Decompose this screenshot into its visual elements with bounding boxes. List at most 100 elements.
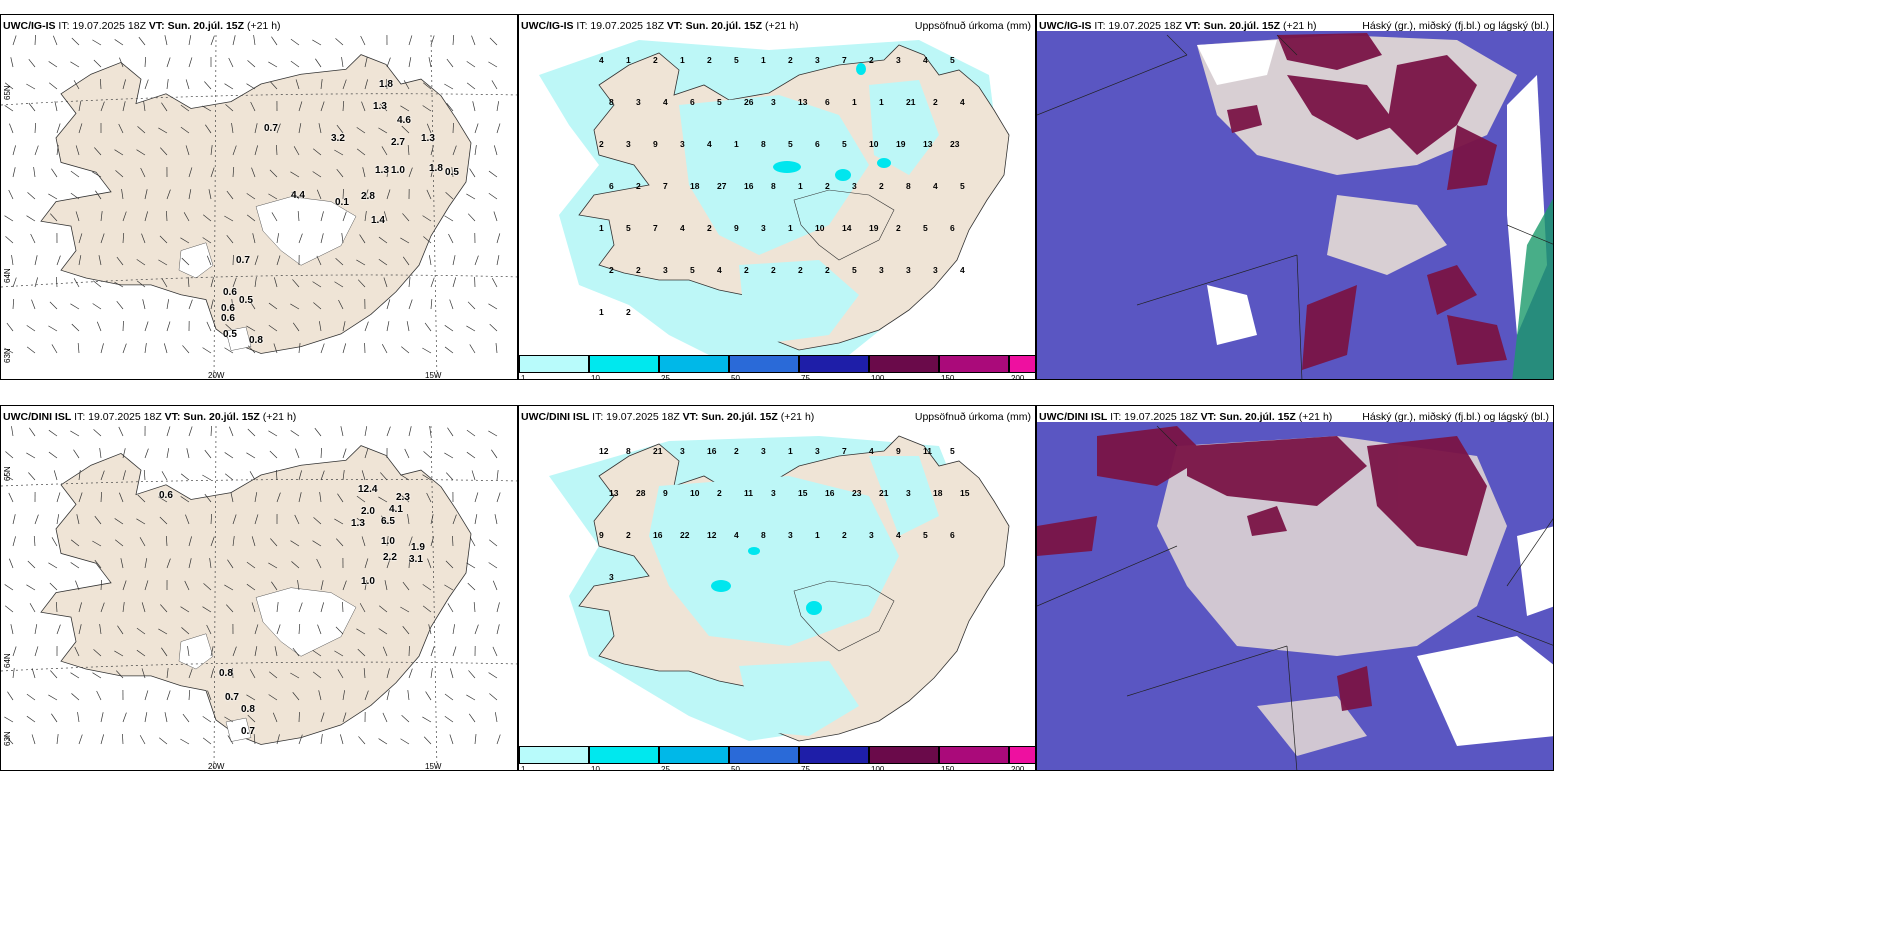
wind-barb: [298, 101, 303, 112]
wind-barb: [77, 712, 80, 723]
wind-barb: [166, 299, 170, 310]
wind-barb: [226, 234, 234, 244]
wind-barb: [444, 584, 454, 591]
wind-barb: [450, 668, 454, 679]
wind-barb: [228, 57, 234, 68]
wind-barb: [430, 299, 433, 310]
wind-barb: [269, 450, 278, 459]
wind-barb: [49, 582, 58, 591]
wind-barb: [136, 627, 146, 635]
wind-barb: [320, 470, 325, 481]
wind-barb: [430, 35, 435, 46]
panel-title: UWC/DINI ISL IT: 19.07.2025 18Z VT: Sun.…: [3, 411, 297, 423]
wind-barb: [356, 495, 366, 503]
precip-value-label: 3: [626, 139, 631, 149]
wind-barb: [290, 430, 300, 437]
wind-barb: [250, 101, 256, 112]
wind-barb: [428, 624, 432, 635]
wind-barb: [408, 299, 413, 310]
precip-value-label: 3: [609, 572, 614, 582]
wind-barb: [246, 193, 256, 200]
wind-barb: [474, 492, 479, 503]
precip-value-label: 3: [680, 446, 685, 456]
wind-barb: [364, 189, 369, 200]
wind-barb: [26, 452, 36, 459]
wind-barb: [452, 646, 457, 657]
wind-barb: [320, 712, 325, 723]
precip-value-label: 6: [950, 223, 955, 233]
wind-barb: [400, 606, 410, 613]
wind-barb: [180, 104, 190, 112]
wind-barb: [115, 170, 124, 178]
precip-value-label: 21: [653, 446, 663, 456]
precip-value-label: 8: [761, 139, 766, 149]
wind-barb: [386, 78, 388, 90]
wind-barb: [117, 625, 124, 635]
wind-barb: [9, 558, 14, 569]
wind-barb: [4, 105, 14, 112]
precip-value-label: 2: [609, 265, 614, 275]
wind-barb: [6, 736, 14, 745]
wind-barb: [298, 602, 303, 613]
cloud-title: Háský (gr.), miðský (fj.bl.) og lágský (…: [1362, 411, 1549, 423]
wind-barb: [496, 470, 499, 481]
precip-value-label: 4: [734, 530, 739, 540]
wind-barb: [320, 79, 323, 90]
precip-value-label: 9: [599, 530, 604, 540]
wind-barb: [467, 213, 476, 222]
wind-barb: [447, 427, 454, 437]
wind-barb: [474, 624, 479, 635]
wind-barb: [185, 145, 190, 156]
wind-barb: [496, 624, 500, 635]
wind-barb: [188, 426, 193, 437]
wind-barb: [116, 256, 124, 266]
lon-label: 15W: [425, 371, 442, 380]
precip-value-label: 6: [609, 181, 614, 191]
wind-barb: [320, 211, 324, 222]
cloud-map-panel-row1: UWC/IG-IS IT: 19.07.2025 18Z VT: Sun. 20…: [1036, 14, 1554, 380]
colorbar-tick-label: 25: [661, 765, 670, 771]
wind-barb: [158, 496, 168, 503]
wind-barb: [122, 101, 126, 112]
wind-barb: [160, 147, 168, 156]
wind-barb: [314, 427, 322, 437]
precip-value-label: 2: [869, 55, 874, 65]
wind-barb: [407, 145, 410, 156]
wind-barb: [12, 299, 15, 310]
wind-barb: [466, 61, 476, 68]
precip-value-label: 6: [690, 97, 695, 107]
wind-barb: [276, 602, 279, 613]
colorbar-cell: [939, 355, 1009, 373]
wind-barb: [253, 734, 256, 745]
wind-barb: [246, 325, 256, 332]
precip-value-label: 16: [653, 530, 663, 540]
wind-barb: [76, 514, 80, 525]
wind-barb: [7, 691, 14, 701]
wind-barb: [100, 602, 105, 613]
wind-barb: [342, 601, 344, 613]
wind-barb: [297, 211, 300, 222]
precip-value-label: 2: [734, 446, 739, 456]
precip-value-label: 4: [717, 265, 722, 275]
colorbar-cell: [869, 746, 939, 764]
wind-barb: [290, 672, 300, 679]
wind-barb: [270, 81, 278, 90]
wind-barb: [11, 255, 14, 266]
wind-barb: [254, 514, 259, 525]
wind-barb: [158, 127, 168, 134]
wind-barb: [342, 470, 345, 481]
wind-barb: [471, 35, 476, 46]
wind-barb: [140, 167, 146, 178]
precip-value-label: 11: [744, 488, 753, 498]
lon-label: 20W: [208, 371, 225, 380]
wind-barb: [444, 452, 454, 459]
wind-barb: [180, 738, 190, 745]
precip-value-label: 3: [761, 446, 766, 456]
wind-barb: [342, 211, 347, 222]
precip-value-label: 2: [653, 55, 658, 65]
wind-barb: [386, 690, 390, 701]
wind-value-label: 0.7: [241, 726, 255, 737]
wind-barb: [447, 603, 454, 613]
wind-barb: [78, 101, 82, 112]
precip-value-label: 19: [869, 223, 879, 233]
